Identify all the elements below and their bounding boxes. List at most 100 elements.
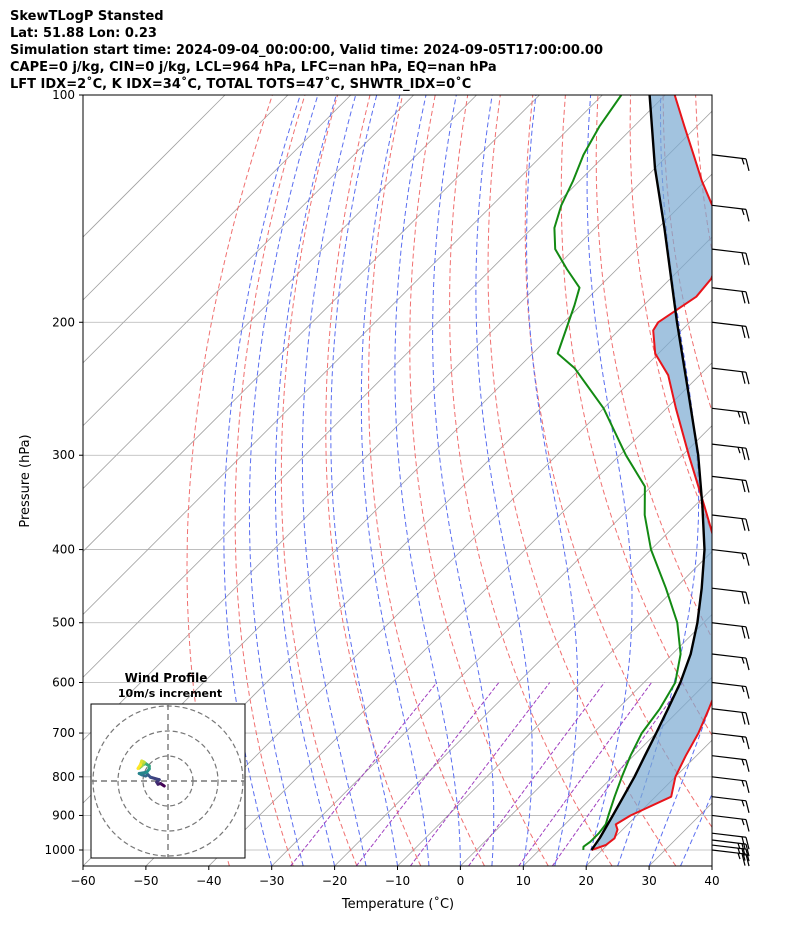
isotherm-line <box>83 95 352 364</box>
x-tick-label: 20 <box>579 874 594 888</box>
wind-barb <box>711 681 750 699</box>
moist-adiabat-line <box>680 792 712 866</box>
isotherm-line <box>397 550 712 866</box>
mixing-ratio-line <box>355 682 500 866</box>
convective-parameters: CAPE=0 j/kg, CIN=0 j/kg, LCL=964 hPa, LF… <box>10 60 497 75</box>
station-location: Lat: 51.88 Lon: 0.23 <box>10 26 157 41</box>
moist-adiabat-line <box>223 95 301 866</box>
x-tick-label: −10 <box>385 874 410 888</box>
x-axis-label: Temperature (˚C) <box>341 896 454 912</box>
wind-barb <box>711 622 750 639</box>
hodograph-title: Wind Profile <box>125 671 208 685</box>
chart-title: SkewTLogP Stansted <box>10 9 164 24</box>
isotherm-line <box>83 110 712 741</box>
simulation-times: Simulation start time: 2024-09-04_00:00:… <box>10 43 603 58</box>
isotherm-line <box>334 488 712 866</box>
isotherm-line <box>145 299 712 866</box>
moist-adiabat-line <box>585 95 633 866</box>
wind-barb <box>711 755 750 772</box>
x-tick-label: 10 <box>516 874 531 888</box>
mixing-ratio-line <box>409 682 551 866</box>
moist-adiabat-line <box>274 95 337 866</box>
y-tick-label: 600 <box>52 676 75 690</box>
hodograph-ring <box>117 730 219 832</box>
dry-adiabat-line <box>186 95 273 866</box>
isotherm-line <box>208 362 712 866</box>
x-tick-label: 0 <box>457 874 465 888</box>
isotherm-line <box>83 95 414 427</box>
x-tick-label: −60 <box>70 874 95 888</box>
moist-adiabat-line <box>475 95 533 866</box>
isotherm-line <box>460 613 712 866</box>
x-tick-label: −50 <box>133 874 158 888</box>
moist-adiabat-line <box>248 95 319 866</box>
wind-barb <box>711 832 750 850</box>
dry-adiabat-line <box>449 95 613 866</box>
x-tick-label: −40 <box>196 874 221 888</box>
isotherm-line <box>523 676 712 866</box>
wind-barb <box>711 587 750 605</box>
wind-barb <box>711 407 750 425</box>
moist-adiabat-line <box>301 95 367 866</box>
dry-adiabat-line <box>728 95 794 866</box>
x-tick-label: −20 <box>322 874 347 888</box>
y-tick-label: 700 <box>52 726 75 740</box>
wind-barb <box>711 776 750 794</box>
wind-barb <box>711 154 750 172</box>
hodograph-subtitle: 10m/s increment <box>118 687 222 700</box>
dry-adiabat-line <box>560 95 712 737</box>
wind-barb <box>711 248 750 266</box>
y-tick-label: 200 <box>52 315 75 329</box>
wind-barb <box>711 653 750 671</box>
dry-adiabat-line <box>761 95 794 866</box>
y-tick-label: 100 <box>52 88 75 102</box>
y-tick-label: 500 <box>52 616 75 630</box>
parcel-profile <box>590 95 706 851</box>
wind-barb <box>711 321 750 339</box>
cape-shading <box>591 95 712 850</box>
mixing-ratio-line <box>551 682 684 866</box>
dry-adiabat-line <box>234 95 306 866</box>
x-tick-label: 30 <box>641 874 656 888</box>
isotherm-line <box>83 95 540 553</box>
dry-adiabat-line <box>662 95 712 413</box>
hodograph-ring <box>92 705 244 857</box>
hodograph-segment <box>149 775 161 782</box>
moist-adiabat-line <box>526 95 579 866</box>
x-tick-label: −30 <box>259 874 284 888</box>
dewpoint-profile <box>553 95 682 851</box>
wind-barb <box>711 732 750 750</box>
dry-adiabat-line <box>524 95 712 829</box>
wind-barb <box>711 287 750 304</box>
chart-header: SkewTLogP Stansted Lat: 51.88 Lon: 0.23 … <box>10 8 603 93</box>
y-tick-label: 300 <box>52 448 75 462</box>
isotherm-line <box>83 95 603 615</box>
x-tick-label: 40 <box>704 874 719 888</box>
moist-adiabat-line <box>360 95 430 866</box>
stability-indices: LFT IDX=2˚C, K IDX=34˚C, TOTAL TOTS=47˚C… <box>10 77 472 92</box>
wind-barb <box>711 839 750 857</box>
isotherm-line <box>83 95 226 238</box>
wind-barb <box>711 514 750 532</box>
mixing-ratio-line <box>468 682 605 866</box>
wind-barbs <box>711 154 750 867</box>
moist-adiabat-line <box>330 95 398 866</box>
wind-barb <box>711 443 750 461</box>
hodograph-segment <box>136 763 142 770</box>
y-tick-label: 900 <box>52 808 75 822</box>
mixing-ratio-line <box>290 682 438 866</box>
dry-adiabat-line <box>280 95 358 866</box>
y-tick-label: 400 <box>52 543 75 557</box>
dry-adiabat-line <box>409 95 549 866</box>
wind-barb <box>711 548 750 566</box>
wind-barb <box>711 796 750 813</box>
isotherm-line <box>83 95 289 301</box>
dry-adiabat-line <box>325 95 422 866</box>
dry-adiabat-line <box>595 95 712 640</box>
y-axis-label: Pressure (hPa) <box>18 434 33 527</box>
wind-barb <box>711 367 750 385</box>
moist-adiabat-line <box>394 95 461 866</box>
isotherm-line <box>271 425 712 866</box>
